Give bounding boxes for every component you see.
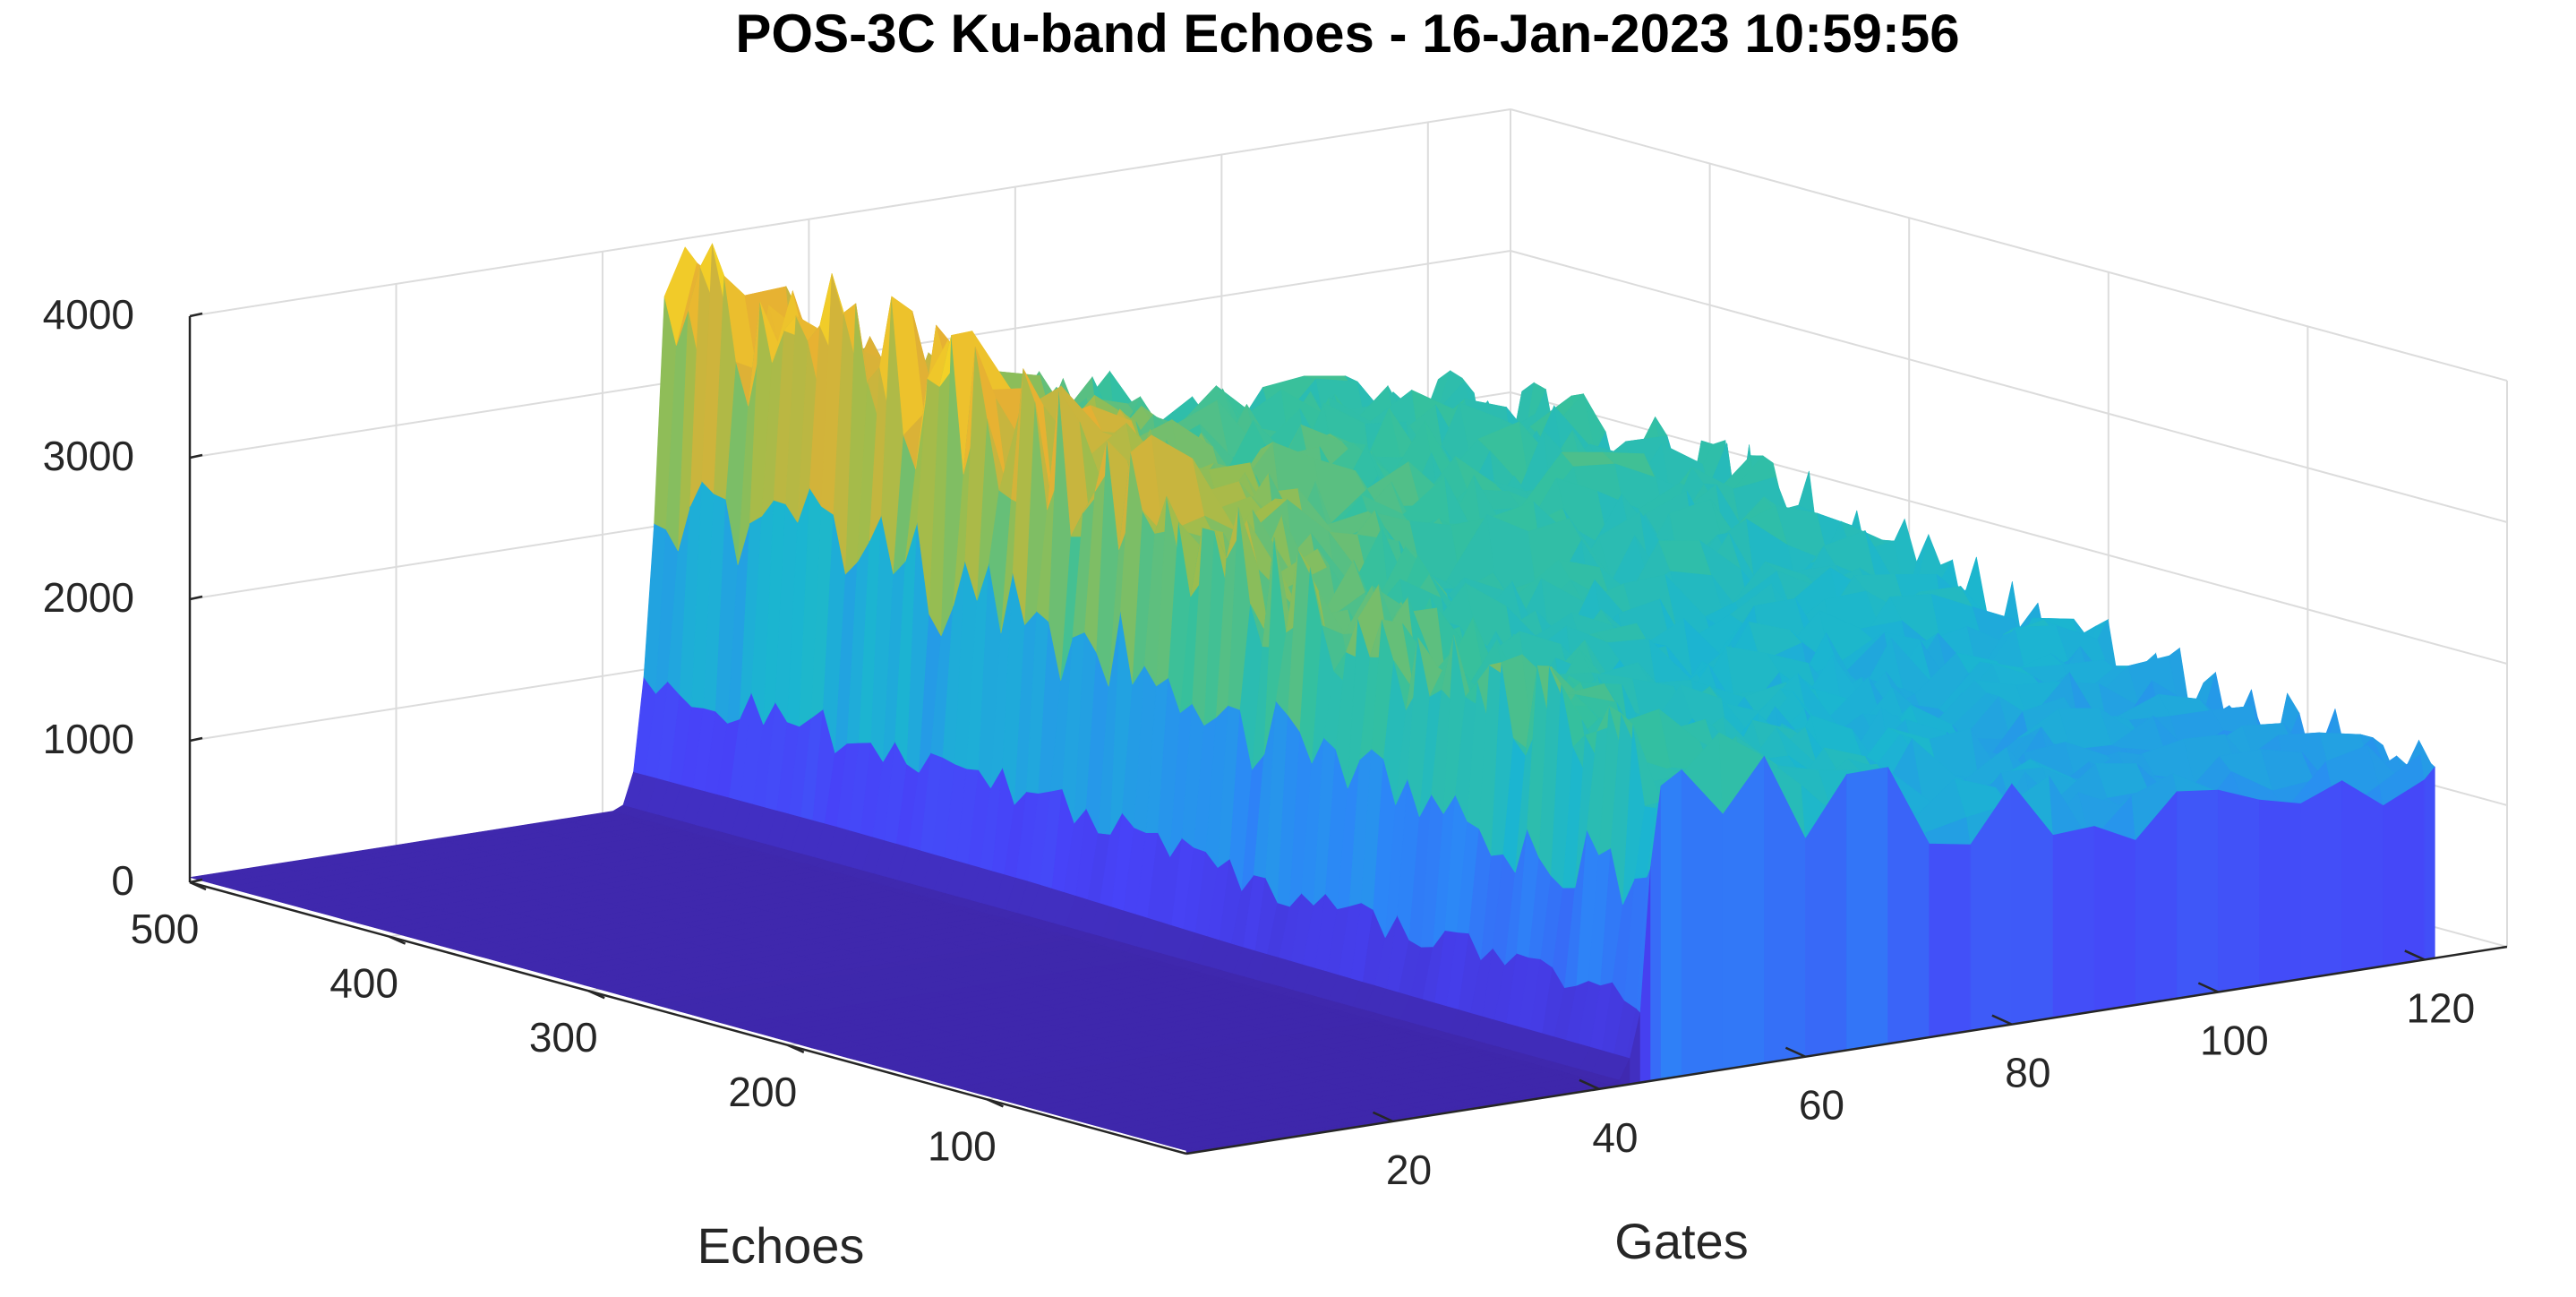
y-tick-label: 300: [529, 1014, 598, 1061]
surface-front-patch: [2383, 779, 2426, 967]
z-tick-mark: [189, 595, 203, 601]
x-axis-label: Gates: [1614, 1213, 1748, 1269]
x-tick-label: 20: [1386, 1147, 1432, 1193]
y-tick-mark: [787, 1044, 805, 1053]
surface-front-patch: [2341, 780, 2384, 974]
x-tick-mark: [1784, 1046, 1806, 1058]
surface-front-patch: [2259, 799, 2301, 986]
x-tick-mark: [1579, 1078, 1600, 1090]
x-tick-label: 80: [2005, 1050, 2050, 1096]
surface-front-patch: [2176, 789, 2219, 1000]
surface-front-patch: [2218, 789, 2260, 992]
x-tick-label: 100: [2200, 1018, 2269, 1064]
y-tick-mark: [389, 935, 407, 945]
z-tick-mark: [189, 312, 203, 318]
z-tick-label: 2000: [43, 574, 134, 621]
chart-title: POS-3C Ku-band Echoes - 16-Jan-2023 10:5…: [735, 4, 1959, 64]
z-tick-mark: [189, 878, 203, 884]
surface-front-patch: [2052, 826, 2095, 1018]
y-tick-label: 500: [131, 906, 200, 952]
surface-front-patch: [1660, 769, 1682, 1080]
grid-line-z-side: [1510, 250, 2508, 523]
z-tick-label: 1000: [43, 716, 134, 762]
y-tick-mark: [189, 880, 207, 891]
surface-front-patch: [2093, 826, 2136, 1012]
z-tick-mark: [189, 736, 203, 743]
x-tick-label: 60: [1799, 1082, 1844, 1129]
grid-line-z-side: [1510, 108, 2508, 382]
y-tick-label: 200: [728, 1069, 797, 1115]
x-tick-label: 40: [1592, 1114, 1638, 1161]
x-tick-label: 120: [2406, 984, 2475, 1031]
surface-front-patch: [2300, 780, 2342, 980]
grid-line-z-back: [189, 108, 1511, 317]
z-tick-mark: [189, 453, 203, 460]
y-axis-line: [189, 880, 1187, 1155]
y-tick-mark: [587, 990, 605, 1000]
y-tick-label: 100: [928, 1122, 997, 1169]
x-tick-mark: [1991, 1014, 2013, 1026]
x-tick-mark: [2404, 949, 2426, 961]
surface-front-patch: [1681, 769, 1724, 1077]
x-tick-mark: [1372, 1111, 1393, 1123]
z-tick-label: 0: [111, 857, 134, 904]
surface-layer: [189, 243, 2435, 1155]
z-tick-label: 4000: [43, 291, 134, 338]
y-tick-mark: [986, 1098, 1004, 1108]
z-tick-label: 3000: [43, 433, 134, 479]
surface-front-patch: [1929, 843, 1972, 1038]
ticks-layer: 0 1000 2000 3000 4000 20 40 60 80 100 120 100 200 300…: [43, 291, 2476, 1193]
grid-line-z-side: [1510, 391, 2508, 665]
y-axis-label: Echoes: [697, 1217, 865, 1274]
x-axis-line: [1185, 945, 2508, 1155]
surface-front-patch: [1846, 767, 1888, 1051]
y-tick-label: 400: [329, 960, 398, 1007]
surface-front-patch: [2424, 766, 2435, 960]
x-tick-mark: [2197, 982, 2219, 993]
